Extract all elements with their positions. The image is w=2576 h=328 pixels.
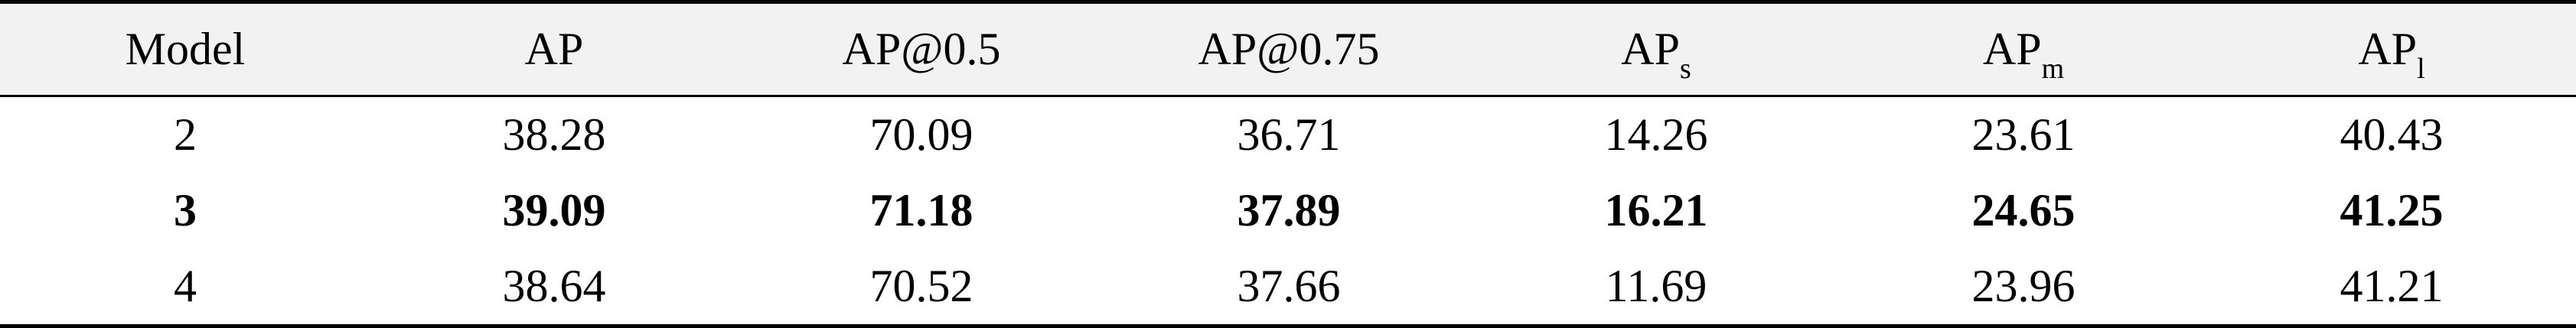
header-ap-medium: APm xyxy=(1840,0,2207,97)
cell-ap-small: 14.26 xyxy=(1604,109,1708,160)
header-model: Model xyxy=(0,0,370,97)
cell-ap-large: 41.25 xyxy=(2340,185,2444,235)
header-ap50-label: AP@0.5 xyxy=(842,24,1001,74)
header-ap-label: AP xyxy=(524,24,584,74)
table-row: 3 39.09 71.18 37.89 16.21 24.65 41.25 xyxy=(0,173,2576,248)
cell-ap: 39.09 xyxy=(502,185,606,235)
table-body: 2 38.28 70.09 36.71 14.26 23.61 40.43 3 … xyxy=(0,96,2576,328)
header-ap75: AP@0.75 xyxy=(1105,0,1472,97)
cell-model: 4 xyxy=(0,248,370,328)
cell-ap-small: 16.21 xyxy=(1604,185,1708,235)
header-ap: AP xyxy=(370,0,738,97)
header-ap75-label: AP@0.75 xyxy=(1198,24,1380,74)
header-ap-large: APl xyxy=(2207,0,2576,97)
header-ap-large-label: AP xyxy=(2358,24,2418,74)
header-ap-small: APs xyxy=(1472,0,1840,97)
header-ap-small-label: AP xyxy=(1621,24,1680,74)
cell-model: 2 xyxy=(174,109,197,160)
cell-ap-medium: 23.96 xyxy=(1840,248,2207,328)
cell-ap50: 70.52 xyxy=(738,248,1105,328)
cell-ap50: 71.18 xyxy=(869,185,973,235)
header-ap50: AP@0.5 xyxy=(738,0,1105,97)
cell-ap75: 37.66 xyxy=(1105,248,1472,328)
cell-ap75: 37.89 xyxy=(1237,185,1341,235)
cell-model: 3 xyxy=(174,185,197,235)
cell-ap-large: 41.21 xyxy=(2207,248,2576,328)
cell-ap: 38.64 xyxy=(370,248,738,328)
header-ap-medium-label: AP xyxy=(1982,24,2042,74)
table-row: 4 38.64 70.52 37.66 11.69 23.96 41.21 xyxy=(0,248,2576,328)
header-ap-small-subscript: s xyxy=(1679,53,1691,85)
cell-ap-large: 40.43 xyxy=(2340,109,2444,160)
cell-ap-medium: 23.61 xyxy=(1971,109,2075,160)
cell-ap75: 36.71 xyxy=(1237,109,1341,160)
header-ap-medium-subscript: m xyxy=(2041,53,2065,85)
header-ap-large-subscript: l xyxy=(2417,53,2425,85)
header-row: Model AP AP@0.5 AP@0.75 APs APm APl xyxy=(0,0,2576,97)
cell-ap-small: 11.69 xyxy=(1472,248,1840,328)
cell-ap: 38.28 xyxy=(502,109,606,160)
cell-ap-medium: 24.65 xyxy=(1971,185,2075,235)
cell-ap50: 70.09 xyxy=(869,109,973,160)
table-row: 2 38.28 70.09 36.71 14.26 23.61 40.43 xyxy=(0,96,2576,174)
header-model-label: Model xyxy=(125,24,246,74)
table-header: Model AP AP@0.5 AP@0.75 APs APm APl xyxy=(0,0,2576,97)
